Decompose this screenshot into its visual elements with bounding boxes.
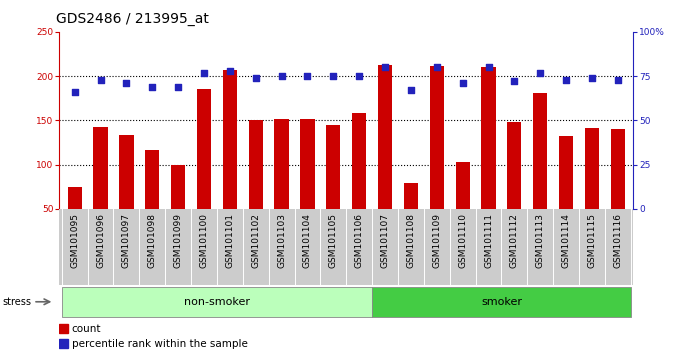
- Text: GSM101113: GSM101113: [536, 213, 545, 268]
- Bar: [559, 136, 574, 253]
- Bar: [145, 149, 159, 253]
- Bar: [482, 67, 496, 253]
- Point: [95, 77, 106, 82]
- Text: GSM101103: GSM101103: [277, 213, 286, 268]
- Text: GSM101109: GSM101109: [432, 213, 441, 268]
- Point: [405, 87, 416, 93]
- Bar: [533, 93, 547, 253]
- Text: non-smoker: non-smoker: [184, 297, 250, 307]
- Point: [276, 73, 287, 79]
- Bar: [171, 165, 185, 253]
- Text: GSM101107: GSM101107: [381, 213, 390, 268]
- Bar: [456, 162, 470, 253]
- Text: smoker: smoker: [481, 297, 522, 307]
- Text: percentile rank within the sample: percentile rank within the sample: [72, 339, 248, 349]
- Text: GSM101102: GSM101102: [251, 213, 260, 268]
- Point: [483, 64, 494, 70]
- Text: GSM101097: GSM101097: [122, 213, 131, 268]
- Point: [69, 89, 80, 95]
- Point: [354, 73, 365, 79]
- Point: [328, 73, 339, 79]
- Point: [224, 68, 235, 74]
- Text: GSM101101: GSM101101: [226, 213, 235, 268]
- Point: [173, 84, 184, 90]
- Text: count: count: [72, 324, 102, 334]
- Text: GSM101116: GSM101116: [613, 213, 622, 268]
- Text: GSM101108: GSM101108: [406, 213, 416, 268]
- Text: GSM101110: GSM101110: [458, 213, 467, 268]
- Point: [560, 77, 571, 82]
- Bar: [301, 119, 315, 253]
- Bar: [223, 70, 237, 253]
- Bar: [585, 129, 599, 253]
- Point: [457, 80, 468, 86]
- Bar: [59, 339, 68, 348]
- FancyBboxPatch shape: [62, 287, 372, 317]
- Text: GSM101114: GSM101114: [562, 213, 571, 268]
- FancyBboxPatch shape: [372, 287, 631, 317]
- Text: GSM101115: GSM101115: [587, 213, 596, 268]
- Bar: [59, 324, 68, 333]
- Text: GSM101096: GSM101096: [96, 213, 105, 268]
- Point: [509, 79, 520, 84]
- Point: [612, 77, 624, 82]
- Text: GSM101112: GSM101112: [510, 213, 519, 268]
- Bar: [68, 187, 82, 253]
- Point: [250, 75, 261, 81]
- Bar: [119, 136, 134, 253]
- Bar: [429, 67, 444, 253]
- Bar: [93, 127, 108, 253]
- Point: [147, 84, 158, 90]
- Point: [198, 70, 209, 75]
- Point: [587, 75, 598, 81]
- Bar: [507, 122, 521, 253]
- Text: stress: stress: [2, 297, 31, 307]
- Bar: [197, 89, 211, 253]
- Bar: [610, 129, 625, 253]
- Text: GSM101100: GSM101100: [200, 213, 209, 268]
- Bar: [248, 120, 263, 253]
- Point: [302, 73, 313, 79]
- Text: GSM101104: GSM101104: [303, 213, 312, 268]
- Text: GSM101098: GSM101098: [148, 213, 157, 268]
- Text: GSM101099: GSM101099: [173, 213, 182, 268]
- Bar: [274, 119, 289, 253]
- Point: [379, 64, 390, 70]
- Text: GDS2486 / 213995_at: GDS2486 / 213995_at: [56, 12, 209, 27]
- Text: GSM101111: GSM101111: [484, 213, 493, 268]
- Text: GSM101095: GSM101095: [70, 213, 79, 268]
- Bar: [378, 65, 392, 253]
- Bar: [352, 113, 366, 253]
- Text: GSM101105: GSM101105: [329, 213, 338, 268]
- Point: [432, 64, 443, 70]
- Point: [535, 70, 546, 75]
- Bar: [326, 125, 340, 253]
- Text: GSM101106: GSM101106: [355, 213, 364, 268]
- Point: [121, 80, 132, 86]
- Bar: [404, 183, 418, 253]
